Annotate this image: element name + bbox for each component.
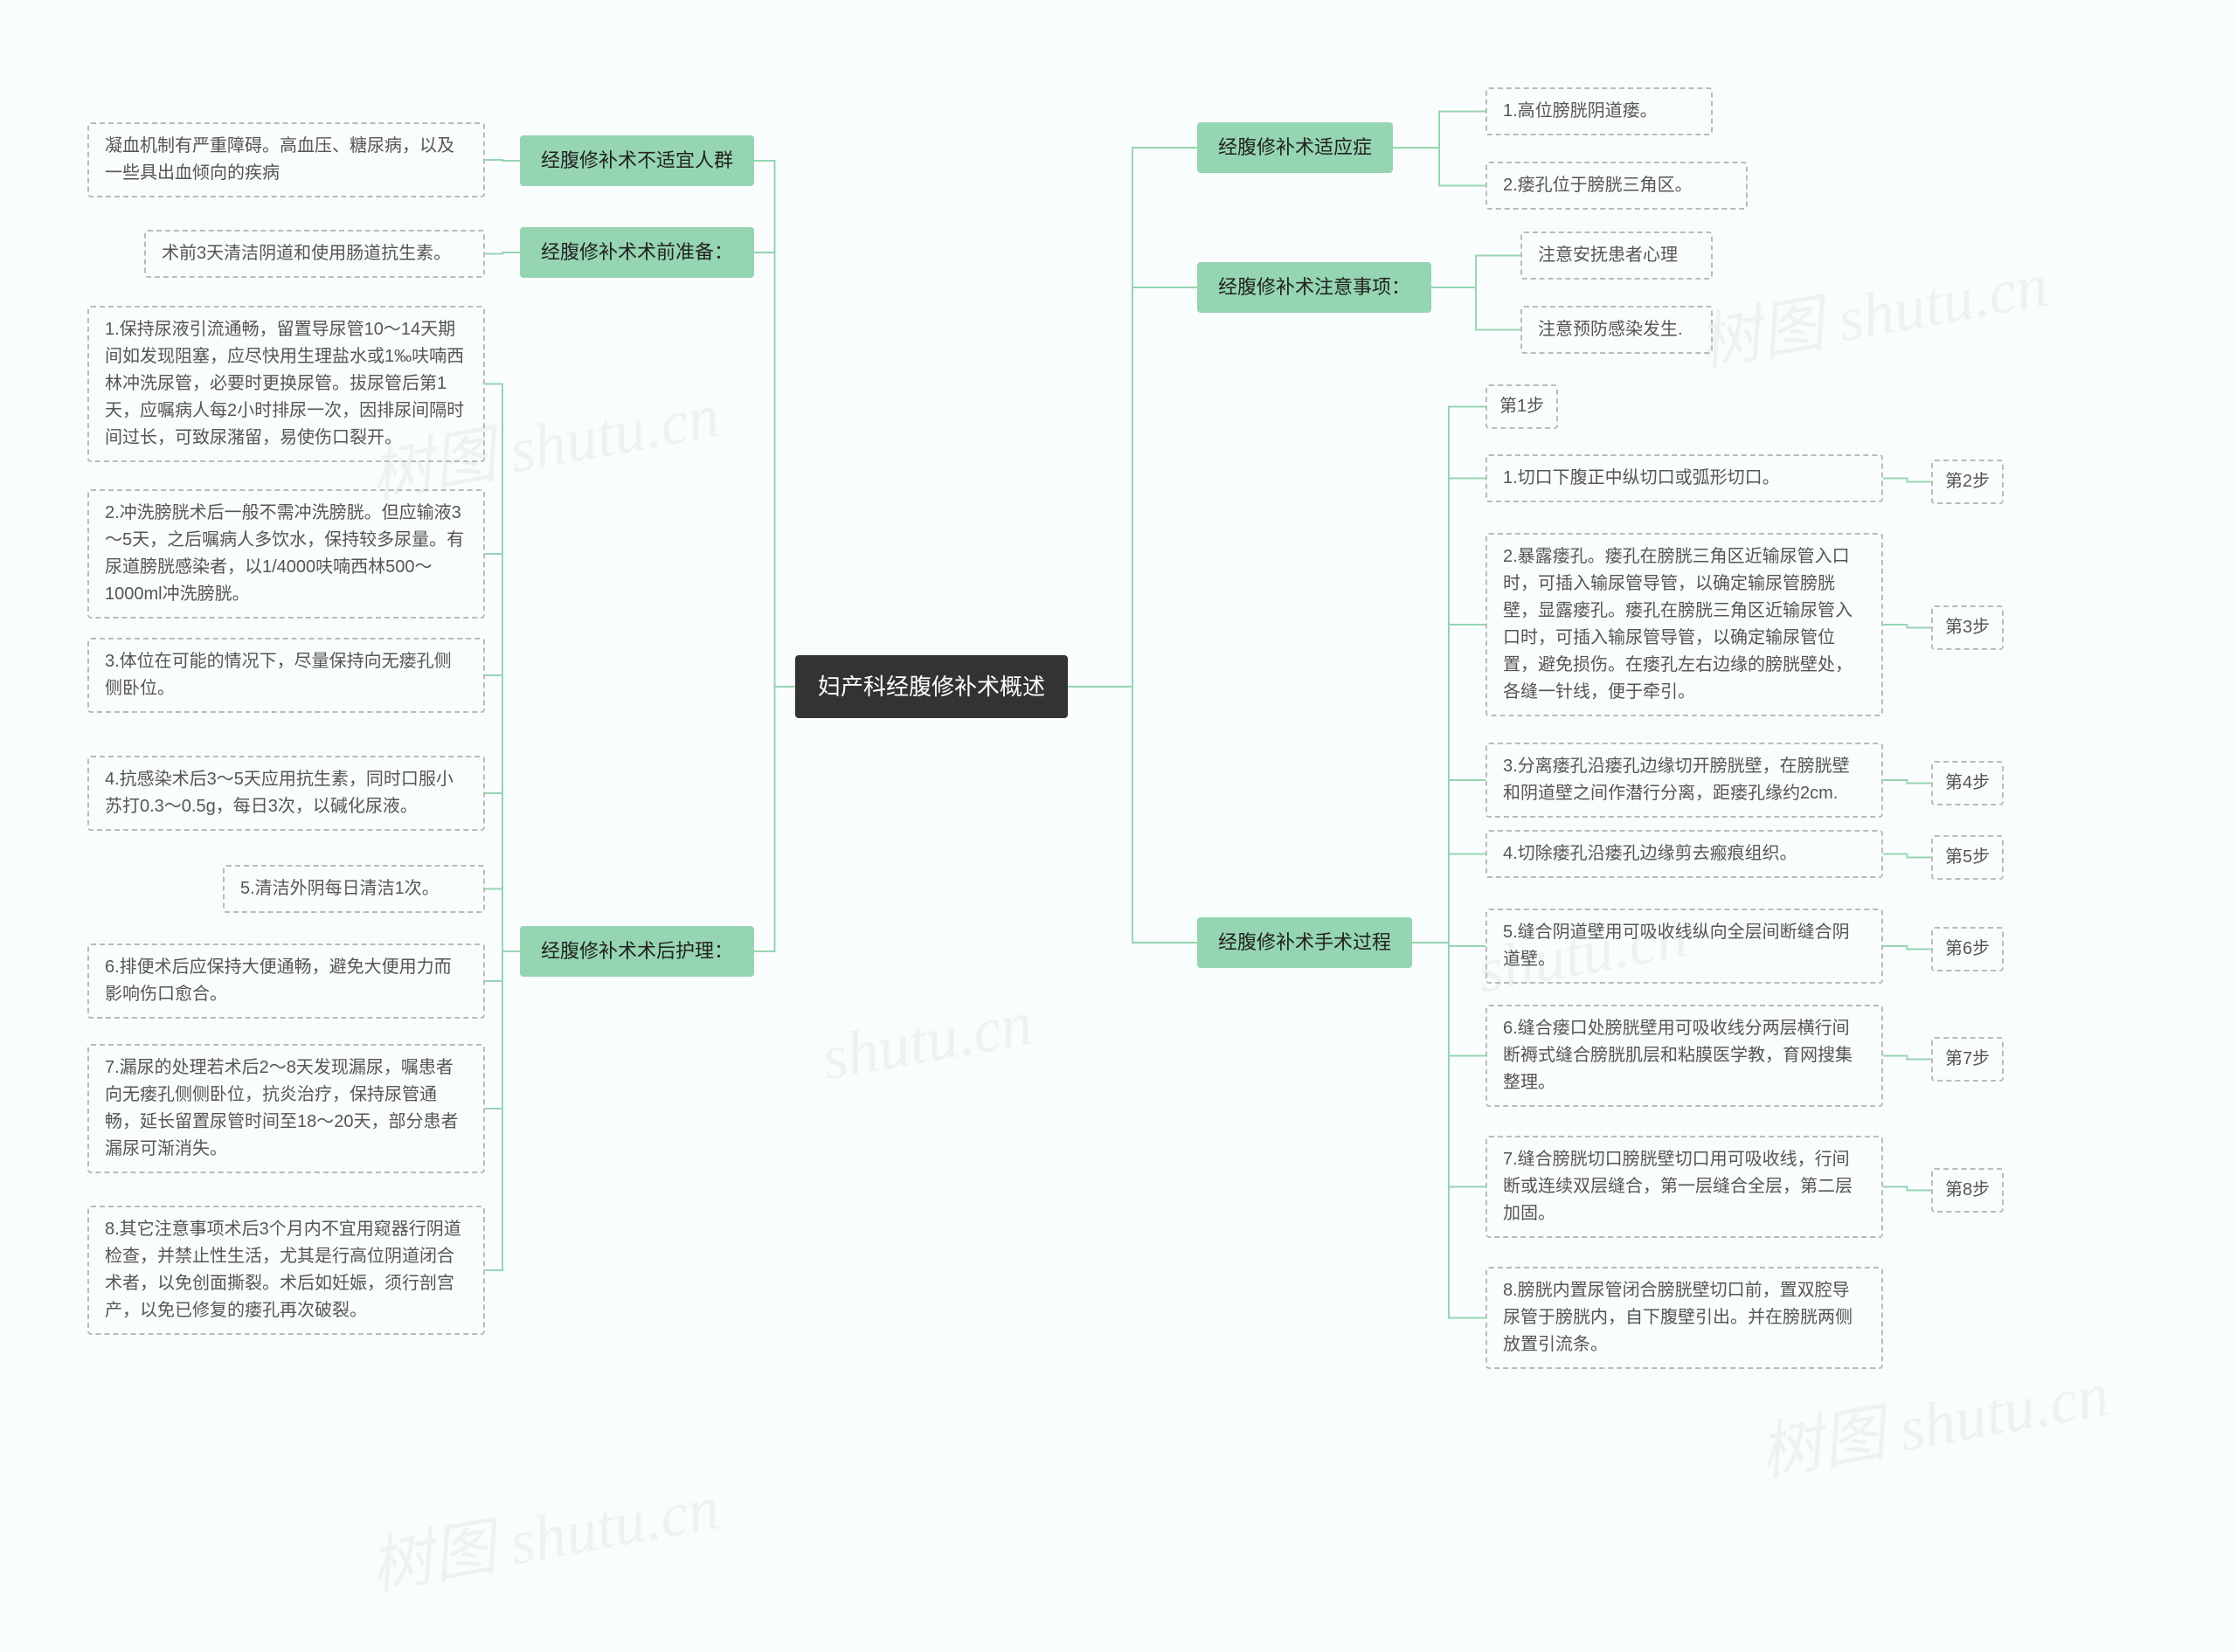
- step-label: 第5步: [1931, 835, 2004, 880]
- leaf: 2.瘘孔位于膀胱三角区。: [1486, 162, 1748, 210]
- leaf: 3.分离瘘孔沿瘘孔边缘切开膀胱壁，在膀胱壁和阴道壁之间作潜行分离，距瘘孔缘约2c…: [1486, 743, 1883, 818]
- step-label: 第4步: [1931, 761, 2004, 805]
- root-node: 妇产科经腹修补术概述: [795, 655, 1068, 718]
- step-label: 第3步: [1931, 605, 2004, 650]
- branch-l1: 经腹修补术不适宜人群: [520, 135, 754, 186]
- leaf: 术前3天清洁阴道和使用肠道抗生素。: [144, 230, 485, 278]
- branch-r3: 经腹修补术手术过程: [1197, 917, 1412, 968]
- step-label: 第8步: [1931, 1168, 2004, 1213]
- leaf: 注意预防感染发生.: [1520, 306, 1713, 354]
- leaf: 1.高位膀胱阴道瘘。: [1486, 87, 1713, 135]
- leaf: 7.漏尿的处理若术后2～8天发现漏尿，嘱患者向无瘘孔侧侧卧位，抗炎治疗，保持尿管…: [87, 1044, 485, 1173]
- branch-l2: 经腹修补术术前准备：: [520, 227, 754, 278]
- leaf: 5.清洁外阴每日清洁1次。: [223, 865, 485, 913]
- leaf: 4.切除瘘孔沿瘘孔边缘剪去瘢痕组织。: [1486, 830, 1883, 878]
- watermark: 树图 shutu.cn: [1690, 232, 2053, 384]
- step-label: 第6步: [1931, 927, 2004, 971]
- step-label: 第1步: [1486, 384, 1558, 429]
- leaf: 凝血机制有严重障碍。高血压、糖尿病，以及一些具出血倾向的疾病: [87, 122, 485, 197]
- leaf: 4.抗感染术后3～5天应用抗生素，同时口服小苏打0.3～0.5g，每日3次，以碱…: [87, 756, 485, 831]
- mindmap-canvas: 树图 shutu.cnshutu.cn树图 shutu.cn树图 shutu.c…: [35, 44, 2202, 1608]
- leaf: 6.缝合瘘口处膀胱壁用可吸收线分两层横行间断褥式缝合膀胱肌层和粘膜医学教，育网搜…: [1486, 1005, 1883, 1107]
- leaf: 5.缝合阴道壁用可吸收线纵向全层间断缝合阴道壁。: [1486, 909, 1883, 984]
- leaf: 8.膀胱内置尿管闭合膀胱壁切口前，置双腔导尿管于膀胱内，自下腹壁引出。并在膀胱两…: [1486, 1267, 1883, 1369]
- leaf: 注意安抚患者心理: [1520, 232, 1713, 280]
- leaf: 3.体位在可能的情况下，尽量保持向无瘘孔侧侧卧位。: [87, 638, 485, 713]
- leaf: 7.缝合膀胱切口膀胱壁切口用可吸收线，行间断或连续双层缝合，第一层缝合全层，第二…: [1486, 1136, 1883, 1238]
- leaf: 1.保持尿液引流通畅，留置导尿管10～14天期间如发现阻塞，应尽快用生理盐水或1…: [87, 306, 485, 462]
- watermark: 树图 shutu.cn: [362, 1455, 725, 1607]
- leaf: 1.切口下腹正中纵切口或弧形切口。: [1486, 454, 1883, 502]
- step-label: 第2步: [1931, 460, 2004, 504]
- branch-l3: 经腹修补术术后护理：: [520, 926, 754, 977]
- leaf: 8.其它注意事项术后3个月内不宜用窥器行阴道检查，并禁止性生活，尤其是行高位阴道…: [87, 1206, 485, 1335]
- branch-r1: 经腹修补术适应症: [1197, 122, 1393, 173]
- step-label: 第7步: [1931, 1037, 2004, 1082]
- watermark: shutu.cn: [817, 987, 1038, 1096]
- branch-r2: 经腹修补术注意事项：: [1197, 262, 1431, 313]
- leaf: 2.暴露瘘孔。瘘孔在膀胱三角区近输尿管入口时，可插入输尿管导管，以确定输尿管膀胱…: [1486, 533, 1883, 716]
- leaf: 6.排便术后应保持大便通畅，避免大便用力而影响伤口愈合。: [87, 944, 485, 1019]
- leaf: 2.冲洗膀胱术后一般不需冲洗膀胱。但应输液3～5天，之后嘱病人多饮水，保持较多尿…: [87, 489, 485, 619]
